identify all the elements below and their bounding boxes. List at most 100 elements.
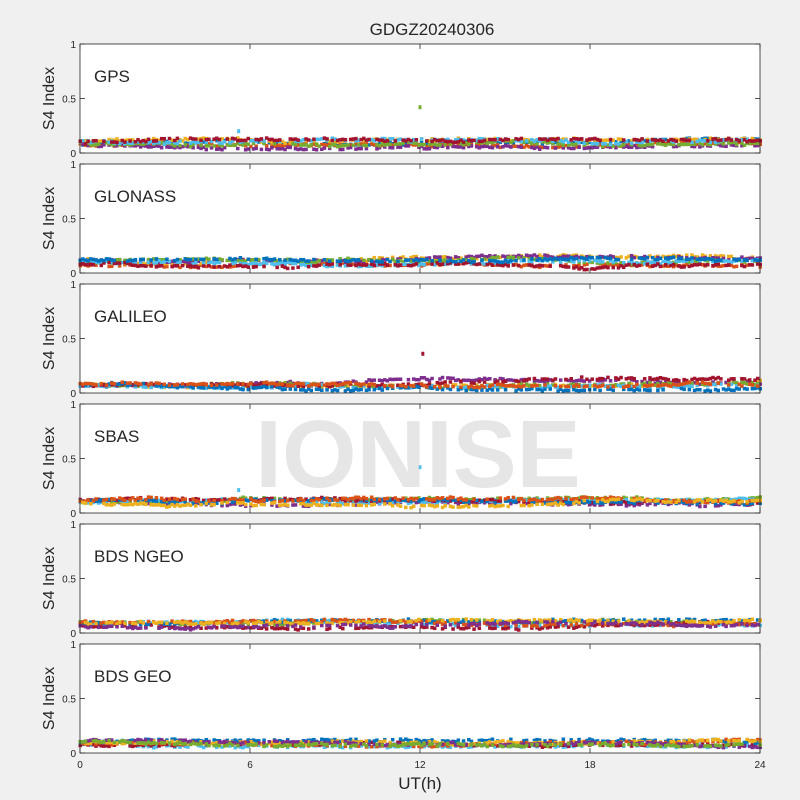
data-point bbox=[110, 503, 114, 507]
data-point bbox=[425, 385, 429, 389]
data-point bbox=[264, 498, 269, 502]
data-point bbox=[306, 503, 311, 507]
data-point bbox=[446, 384, 450, 388]
data-point bbox=[527, 383, 531, 388]
data-point bbox=[482, 144, 487, 149]
data-point bbox=[569, 138, 573, 142]
data-point bbox=[419, 376, 424, 380]
data-point bbox=[482, 254, 487, 259]
data-point bbox=[180, 263, 185, 268]
data-point bbox=[474, 385, 479, 389]
data-point bbox=[96, 382, 101, 387]
data-point bbox=[553, 498, 558, 502]
data-point bbox=[716, 503, 720, 508]
data-point bbox=[178, 384, 182, 389]
data-point bbox=[658, 138, 663, 142]
data-point bbox=[338, 138, 342, 142]
data-point bbox=[740, 376, 744, 381]
data-point bbox=[267, 147, 272, 152]
data-point bbox=[548, 500, 552, 504]
data-point bbox=[325, 500, 329, 504]
data-point bbox=[280, 264, 285, 268]
data-point bbox=[369, 384, 374, 389]
data-point bbox=[438, 383, 442, 388]
data-point bbox=[309, 143, 314, 147]
data-point bbox=[257, 140, 261, 144]
data-point bbox=[296, 147, 300, 152]
data-point bbox=[438, 258, 442, 262]
data-point bbox=[228, 265, 232, 269]
data-point bbox=[170, 142, 174, 147]
data-point bbox=[131, 258, 135, 263]
data-point bbox=[377, 142, 382, 146]
data-point bbox=[259, 499, 264, 503]
data-point bbox=[411, 504, 416, 509]
data-point bbox=[724, 380, 728, 385]
data-point bbox=[204, 260, 209, 264]
data-point bbox=[627, 139, 631, 143]
data-point bbox=[579, 495, 584, 500]
data-point bbox=[364, 142, 369, 146]
data-point bbox=[425, 141, 429, 146]
data-point bbox=[503, 388, 508, 392]
data-point bbox=[383, 145, 387, 149]
data-point bbox=[732, 377, 736, 381]
data-point bbox=[322, 146, 327, 150]
data-point bbox=[661, 500, 665, 504]
data-point bbox=[183, 136, 188, 141]
data-point bbox=[430, 139, 434, 144]
data-point bbox=[238, 258, 243, 262]
data-point bbox=[338, 259, 342, 264]
data-point bbox=[472, 501, 476, 506]
data-point bbox=[417, 377, 421, 382]
data-point bbox=[317, 144, 321, 148]
data-point bbox=[543, 145, 547, 150]
data-point bbox=[498, 145, 503, 150]
data-point bbox=[726, 387, 731, 391]
data-point bbox=[603, 262, 608, 267]
data-point bbox=[217, 382, 222, 387]
data-point bbox=[556, 255, 560, 260]
data-point bbox=[548, 497, 552, 501]
data-point bbox=[380, 385, 384, 389]
data-point bbox=[448, 380, 453, 384]
data-point bbox=[561, 383, 566, 388]
data-point bbox=[451, 376, 455, 381]
data-point bbox=[522, 258, 526, 262]
data-point bbox=[230, 384, 235, 388]
data-point bbox=[112, 381, 117, 386]
data-point bbox=[385, 379, 390, 383]
data-point bbox=[461, 140, 466, 144]
data-point bbox=[393, 377, 398, 382]
data-point bbox=[656, 376, 660, 381]
data-point bbox=[362, 258, 366, 262]
data-point bbox=[472, 503, 476, 508]
data-point bbox=[364, 146, 369, 151]
data-point bbox=[629, 262, 634, 267]
data-point bbox=[564, 377, 568, 382]
data-point bbox=[380, 262, 384, 266]
data-point bbox=[619, 500, 623, 504]
data-point bbox=[514, 137, 518, 141]
data-point bbox=[259, 262, 264, 266]
data-point bbox=[493, 380, 497, 385]
data-point bbox=[556, 257, 560, 262]
data-point bbox=[280, 144, 285, 148]
data-point bbox=[579, 140, 584, 144]
data-point bbox=[306, 387, 311, 391]
data-point bbox=[183, 503, 188, 508]
data-point bbox=[653, 263, 657, 268]
data-point bbox=[398, 498, 403, 502]
data-point bbox=[398, 258, 403, 263]
data-point bbox=[690, 500, 694, 504]
data-point bbox=[367, 137, 371, 142]
data-point bbox=[406, 382, 411, 386]
data-point bbox=[658, 376, 663, 380]
data-point bbox=[553, 137, 558, 142]
data-point bbox=[159, 141, 164, 145]
data-point bbox=[577, 140, 581, 145]
data-point bbox=[637, 140, 642, 145]
data-point bbox=[753, 143, 757, 148]
data-point bbox=[564, 496, 568, 501]
data-point bbox=[183, 143, 188, 147]
